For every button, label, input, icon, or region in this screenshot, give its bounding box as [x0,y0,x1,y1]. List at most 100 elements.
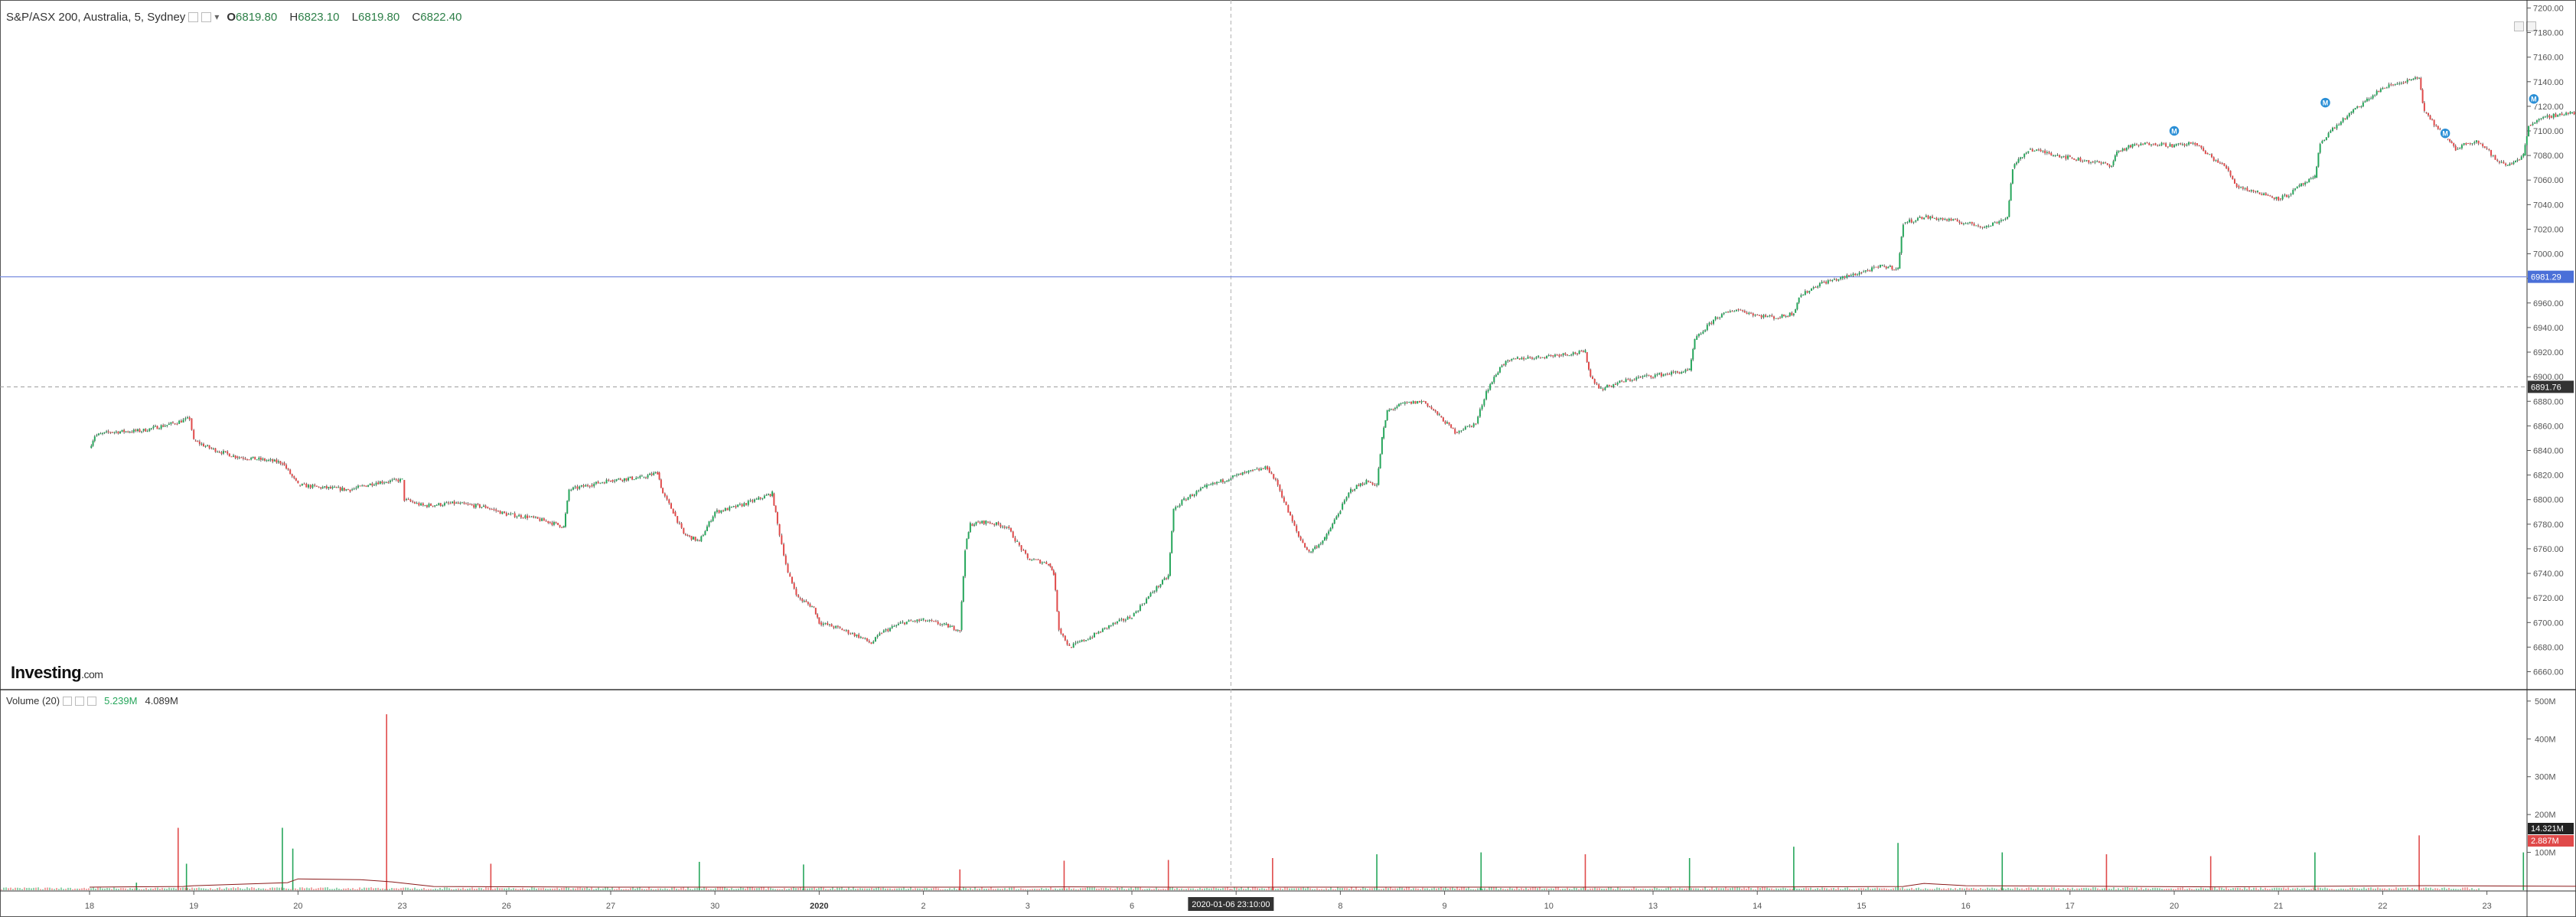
price-tick-label: 6760.00 [2533,545,2564,554]
candle-body [2131,144,2134,148]
visibility-toggle-icon[interactable] [201,11,212,22]
candle-body [784,555,787,564]
candle-body [1220,479,1222,482]
candle-body [2340,122,2342,125]
candle-body [1681,372,1683,374]
volume-settings-icon[interactable] [63,696,73,706]
event-marker-icon[interactable] [2168,125,2180,137]
candle-body [2252,190,2255,192]
candle-body [474,504,477,507]
candle-body [2304,182,2307,185]
settings-toggle-icon[interactable] [188,11,199,22]
event-marker-icon[interactable] [2319,96,2332,109]
candle-body [2112,161,2115,165]
candle-body [841,628,843,631]
candle-body [2192,142,2194,144]
candle-body [1762,315,1765,318]
candle-body [99,433,102,435]
candle-body [704,530,706,536]
candle-body [471,504,473,506]
candle-body [406,499,408,501]
candle-body [2177,143,2180,145]
candle-body [369,483,371,485]
candle-body [1858,272,1860,275]
candle-body [2157,145,2159,146]
time-tick-label: 8 [1338,902,1342,911]
candle-body [1156,586,1158,592]
candle-body [371,483,373,486]
candle-body [1454,429,1456,434]
candle-body [706,526,708,531]
candle-body [2473,142,2476,144]
symbol-title[interactable]: S&P/ASX 200, Australia, 5, Sydney [6,10,186,24]
candle-body [694,537,696,541]
candle-body [418,503,420,506]
volume-value-average: 4.089M [145,695,178,707]
candle-body [2033,151,2036,152]
event-marker-icon[interactable] [2528,93,2540,105]
candle-body [957,630,959,631]
candle-body [2412,78,2415,80]
candle-body [2327,132,2330,138]
candle-body [97,433,99,436]
candle-body [1781,315,1783,318]
candle-body [2292,189,2294,194]
candle-body [412,501,414,503]
pane-maximize-icon[interactable] [2514,21,2524,31]
candle-body [1961,223,1963,224]
candle-body [833,626,835,628]
candle-body [2421,90,2424,103]
price-tick-label: 6900.00 [2533,373,2564,382]
candle-body [117,431,119,434]
candle-body [621,480,624,481]
price-tick-label: 6940.00 [2533,324,2564,333]
candle-body [238,457,240,459]
candle-body [2098,161,2100,163]
candle-body [2382,87,2384,90]
volume-visibility-icon[interactable] [75,696,85,706]
candle-body [666,496,668,500]
candle-body [2420,77,2422,90]
candle-body [874,637,876,642]
candle-body [2503,162,2505,164]
dropdown-arrow-icon[interactable]: ▾ [214,11,220,22]
candle-body [960,602,963,630]
candle-body [222,451,224,454]
candle-body [2062,155,2065,157]
candle-body [1404,402,1406,404]
candle-body [2290,194,2292,195]
candle-body [1795,309,1797,313]
candle-body [1919,217,1921,218]
candle-body [1152,592,1154,593]
candle-body [1487,390,1489,392]
volume-title[interactable]: Volume (20) [6,695,60,707]
candle-body [2333,127,2336,129]
volume-close-icon[interactable] [87,696,97,706]
candle-body [483,505,485,507]
price-tick-label: 7080.00 [2533,152,2564,161]
candle-body [2492,155,2494,156]
candle-body [1935,217,1938,220]
candle-body [1992,222,1994,226]
candle-body [2065,155,2067,159]
candle-body [2542,116,2545,119]
candle-body [285,465,288,469]
candle-body [1237,473,1240,475]
candle-body [1942,218,1944,220]
candle-body [2124,148,2126,151]
event-marker-icon[interactable] [2439,127,2451,139]
candle-body [93,436,96,442]
crosshair-time-badge [1188,897,1274,911]
candle-body [1352,489,1354,491]
candle-body [1371,482,1374,485]
candle-body [2010,183,2012,201]
candle-body [227,451,229,454]
candle-body [1599,387,1602,389]
candle-body [702,535,704,537]
candle-body [2128,145,2130,148]
candle-body [1051,566,1053,571]
candle-body [562,526,565,528]
candle-body [1137,611,1140,612]
candle-body [303,484,305,485]
